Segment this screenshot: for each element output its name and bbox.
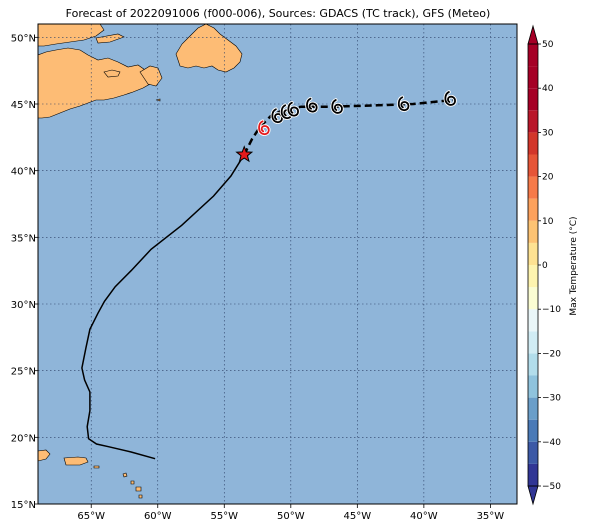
colorbar-bin: [528, 132, 538, 155]
ocean-background: [38, 24, 517, 504]
lon-tick-label: 40°W: [410, 511, 438, 522]
map-title: Forecast of 2022091006 (f000-006), Sourc…: [66, 7, 491, 20]
land-cape-breton: [139, 65, 163, 87]
colorbar-bin: [528, 353, 538, 376]
colorbar-tick-label: 40: [542, 84, 554, 94]
colorbar-bin: [528, 331, 538, 354]
colorbar-bin: [528, 265, 538, 288]
colorbar-bin: [528, 397, 538, 420]
colorbar-bin: [528, 198, 538, 221]
colorbar-over-arrow: [527, 24, 539, 45]
land-hispaniola: [38, 449, 51, 462]
lon-tick-label: 60°W: [144, 511, 172, 522]
land-prince-edward-island: [103, 69, 121, 78]
colorbar-label: Max Temperature (°C): [569, 216, 579, 315]
colorbar-bin: [528, 220, 538, 243]
land-virgin-islands: [93, 465, 100, 469]
past-track-line: [81, 154, 245, 460]
lat-tick-label: 15°N: [11, 500, 36, 511]
colorbar-bin: [528, 110, 538, 133]
lat-tick-label: 50°N: [11, 33, 36, 44]
lat-tick-label: 45°N: [11, 100, 36, 111]
lon-tick-label: 55°W: [210, 511, 238, 522]
lat-tick-label: 25°N: [11, 367, 36, 378]
lon-tick-label: 65°W: [77, 511, 105, 522]
colorbar-tick-label: −40: [542, 438, 561, 448]
colorbar: 50 40 30 20 10 0 −10 −20 −30 −40 −50 Max Temperatu…: [527, 24, 579, 506]
colorbar-ticks: 50 40 30 20 10 0 −10 −20 −30 −40 −50: [538, 40, 561, 492]
forecast-symbol-current-icon: [257, 119, 271, 136]
colorbar-bin: [528, 287, 538, 310]
lon-tick-label: 35°W: [477, 511, 505, 522]
colorbar-tick-label: 30: [542, 128, 554, 138]
lat-tick-label: 35°N: [11, 233, 36, 244]
forecast-symbol-icon: [330, 98, 344, 115]
land-leeward-3: [135, 486, 142, 492]
latitude-ticks: 15°N 20°N 25°N 30°N 35°N 40°N 45°N 50°N: [11, 33, 38, 511]
colorbar-bin: [528, 154, 538, 177]
forecast-storm-symbols: [257, 90, 457, 136]
colorbar-tick-label: −20: [542, 349, 561, 359]
land-newfoundland: [175, 24, 243, 73]
colorbar-tick-label: 50: [542, 40, 554, 50]
colorbar-bin: [528, 309, 538, 332]
longitude-ticks: 65°W 60°W 55°W 50°W 45°W 40°W 35°W: [77, 504, 504, 522]
land-gaspe: [38, 24, 105, 47]
forecast-symbol-icon: [305, 96, 319, 114]
forecast-symbol-icon: [443, 90, 457, 107]
colorbar-tick-label: −10: [542, 305, 561, 315]
land-anticosti: [95, 33, 125, 44]
lat-tick-label: 20°N: [11, 433, 36, 444]
land-leeward-1: [122, 472, 128, 478]
land-puerto-rico: [63, 456, 89, 466]
land-maritimes: [38, 47, 153, 119]
colorbar-tick-label: −50: [542, 482, 561, 492]
land-leeward-4: [138, 494, 143, 499]
colorbar-bin: [528, 176, 538, 199]
land-leeward-2: [130, 480, 135, 485]
colorbar-bin: [528, 88, 538, 111]
colorbar-bins: [528, 44, 538, 486]
forecast-symbol-icon: [270, 107, 284, 124]
colorbar-tick-label: 10: [542, 217, 554, 227]
lat-tick-label: 30°N: [11, 300, 36, 311]
colorbar-bin: [528, 419, 538, 442]
colorbar-bin: [528, 375, 538, 398]
colorbar-bin: [528, 463, 538, 486]
map-frame: [37, 23, 518, 505]
colorbar-tick-label: 0: [542, 261, 548, 271]
colorbar-bin: [528, 441, 538, 464]
current-position-star-icon: [235, 145, 254, 163]
lon-tick-label: 45°W: [344, 511, 372, 522]
lon-tick-label: 50°W: [277, 511, 305, 522]
colorbar-bin: [528, 44, 538, 67]
lat-tick-label: 40°N: [11, 167, 36, 178]
colorbar-tick-label: −30: [542, 394, 561, 404]
forecast-symbol-icon: [397, 95, 411, 112]
forecast-track-line: [243, 98, 454, 156]
colorbar-tick-label: 20: [542, 173, 554, 183]
land-masses: [38, 24, 243, 499]
colorbar-bin: [528, 66, 538, 89]
forecast-symbol-icon: [286, 100, 300, 118]
colorbar-bin: [528, 242, 538, 265]
colorbar-under-arrow: [527, 485, 539, 506]
